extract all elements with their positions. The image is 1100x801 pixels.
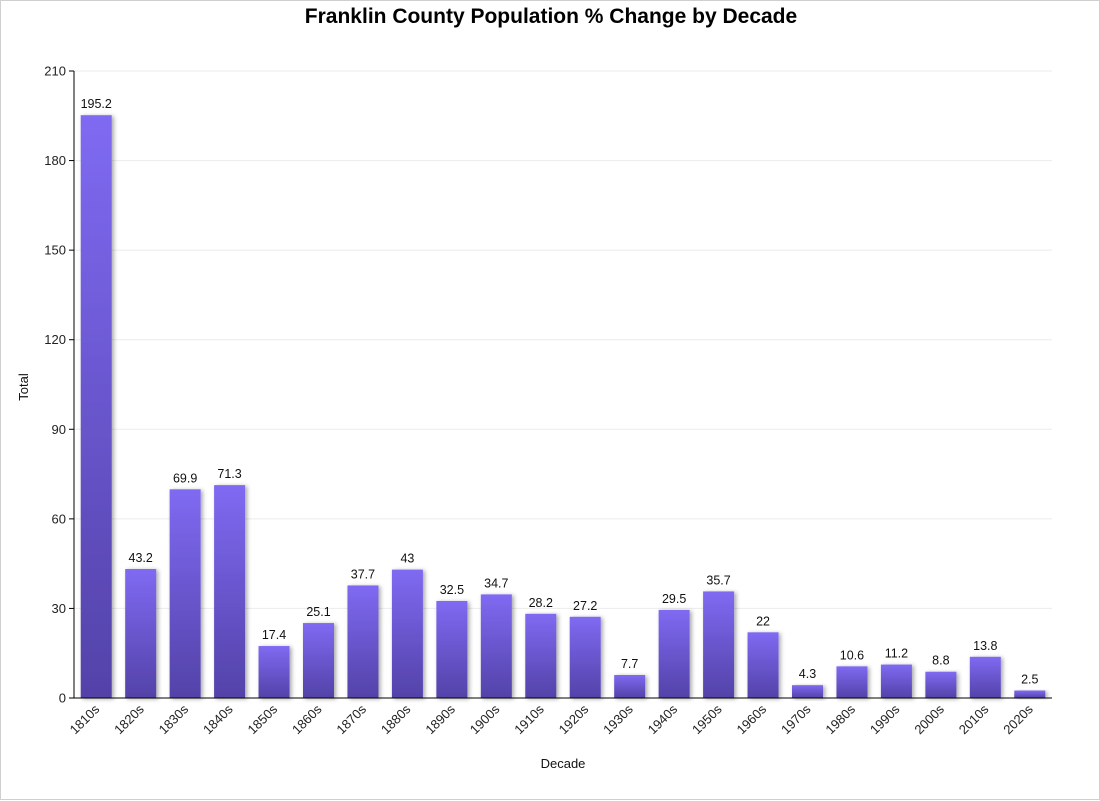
data-label: 17.4 xyxy=(262,628,286,642)
bar xyxy=(614,675,646,698)
bar xyxy=(525,613,557,698)
x-tick-label: 1880s xyxy=(378,701,414,737)
data-label: 11.2 xyxy=(885,647,908,661)
bar xyxy=(347,585,379,698)
bar xyxy=(125,569,157,698)
data-label: 28.2 xyxy=(529,596,553,610)
data-label: 32.5 xyxy=(440,583,464,597)
y-tick-label: 180 xyxy=(44,153,66,168)
x-tick-label: 1960s xyxy=(734,701,770,737)
data-label: 29.5 xyxy=(662,592,686,606)
x-tick-label: 1920s xyxy=(556,701,592,737)
x-tick-label: 1970s xyxy=(778,701,814,737)
y-axis-title: Total xyxy=(16,373,31,401)
data-label: 34.7 xyxy=(484,576,508,590)
bar xyxy=(480,594,512,698)
x-tick-label: 1810s xyxy=(67,701,103,737)
chart-title: Franklin County Population % Change by D… xyxy=(304,5,798,28)
x-tick-label: 2000s xyxy=(911,701,947,737)
bar xyxy=(1014,690,1046,698)
data-label: 37.7 xyxy=(351,567,375,581)
bar xyxy=(258,646,290,698)
bar xyxy=(436,600,468,698)
y-tick-label: 60 xyxy=(52,511,66,526)
bar xyxy=(792,685,823,698)
data-label: 25.1 xyxy=(306,605,330,619)
x-tick-label: 1900s xyxy=(467,701,503,737)
y-tick-label: 90 xyxy=(52,422,66,437)
axes xyxy=(69,70,1052,699)
bars xyxy=(80,115,1046,698)
bar xyxy=(880,664,912,698)
bar xyxy=(836,666,868,698)
data-label: 43.2 xyxy=(129,551,153,565)
x-tick-label: 1860s xyxy=(289,701,325,737)
grid-lines xyxy=(74,70,1052,609)
bar xyxy=(80,115,112,698)
bar xyxy=(969,656,1001,698)
data-label: 22 xyxy=(756,614,770,628)
x-tick-label: 1950s xyxy=(689,701,725,737)
data-label: 43 xyxy=(400,552,414,566)
y-tick-label: 30 xyxy=(52,601,66,616)
bar xyxy=(214,485,246,698)
data-label: 69.9 xyxy=(173,471,197,485)
bar xyxy=(658,609,690,698)
x-tick-label: 2010s xyxy=(956,701,992,737)
x-tick-label: 1990s xyxy=(867,701,903,737)
x-tick-label: 1820s xyxy=(111,701,147,737)
bar xyxy=(169,489,201,698)
data-label: 35.7 xyxy=(706,573,730,587)
x-tick-label: 1980s xyxy=(822,701,858,737)
data-label: 8.8 xyxy=(932,654,949,668)
y-tick-label: 150 xyxy=(44,243,66,258)
data-label: 7.7 xyxy=(621,657,638,671)
bar xyxy=(303,623,334,698)
x-tick-label: 1840s xyxy=(200,701,236,737)
x-tick-label: 1910s xyxy=(511,701,547,737)
x-tick-label: 2020s xyxy=(1000,701,1036,737)
data-label: 2.5 xyxy=(1021,673,1038,687)
data-label: 13.8 xyxy=(973,639,997,653)
data-label: 71.3 xyxy=(217,467,241,481)
y-tick-label: 120 xyxy=(44,332,66,347)
bar xyxy=(569,616,601,698)
y-tick-label: 210 xyxy=(44,64,66,79)
x-tick-label: 1870s xyxy=(333,701,369,737)
x-tick-label: 1940s xyxy=(645,701,681,737)
bar xyxy=(925,671,957,698)
bar xyxy=(747,632,779,698)
x-axis-title: Decade xyxy=(541,756,586,771)
bar xyxy=(391,569,423,698)
data-label: 10.6 xyxy=(840,648,864,662)
data-label: 27.2 xyxy=(573,599,597,613)
x-tick-label: 1850s xyxy=(245,701,281,737)
bar xyxy=(703,591,735,698)
data-label: 195.2 xyxy=(81,97,112,111)
x-tick-label: 1890s xyxy=(422,701,458,737)
x-tick-label: 1830s xyxy=(156,701,192,737)
data-label: 4.3 xyxy=(799,667,816,681)
x-tick-label: 1930s xyxy=(600,701,636,737)
y-tick-label: 0 xyxy=(59,691,66,706)
